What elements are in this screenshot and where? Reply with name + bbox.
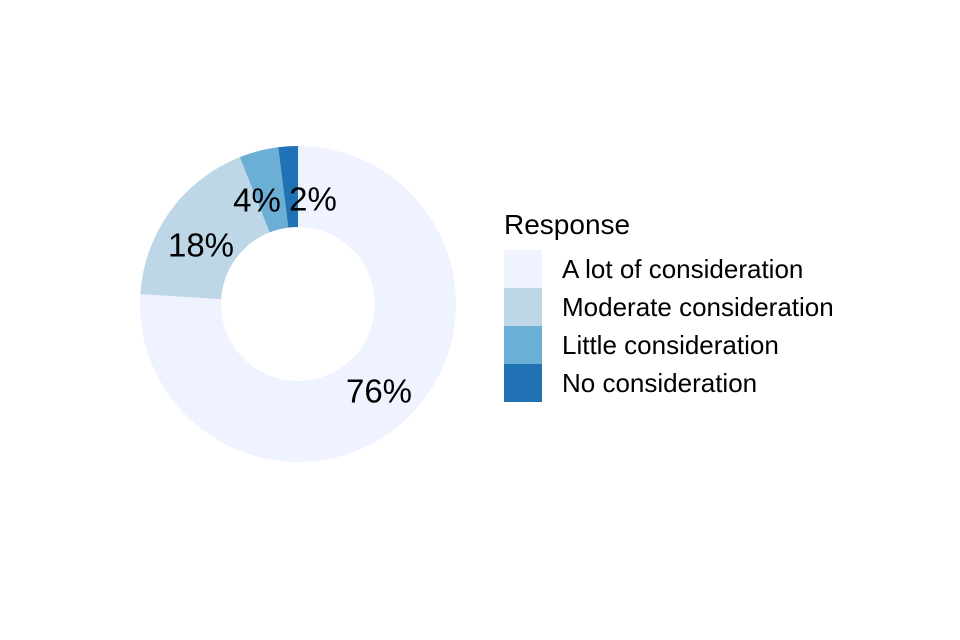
legend-swatch bbox=[504, 364, 542, 403]
legend-item: No consideration bbox=[504, 364, 834, 403]
legend-title: Response bbox=[504, 209, 631, 240]
pie-slice-3 bbox=[239, 147, 289, 233]
slice-percent-label: 76% bbox=[345, 372, 413, 410]
pie-slice-1 bbox=[140, 146, 457, 462]
legend: Response A lot of consideration Moderate… bbox=[504, 209, 834, 403]
slice-percent-label: 2% bbox=[289, 180, 337, 218]
legend-item-label: No consideration bbox=[562, 367, 758, 398]
pie-slice-2 bbox=[140, 157, 270, 300]
legend-swatch bbox=[504, 250, 542, 289]
slice-percent-label: 18% bbox=[167, 226, 235, 264]
legend-items: A lot of consideration Moderate consider… bbox=[504, 250, 834, 403]
legend-item-label: A lot of consideration bbox=[562, 253, 804, 284]
slice-percent-label: 4% bbox=[233, 181, 281, 219]
legend-item-label: Little consideration bbox=[562, 329, 779, 360]
legend-swatch bbox=[504, 288, 542, 327]
legend-item: A lot of consideration bbox=[504, 250, 834, 289]
legend-item: Little consideration bbox=[504, 326, 834, 365]
legend-swatch bbox=[504, 326, 542, 365]
legend-item: Moderate consideration bbox=[504, 288, 834, 327]
legend-item-label: Moderate consideration bbox=[562, 291, 834, 322]
pie-slice-4 bbox=[278, 146, 298, 228]
